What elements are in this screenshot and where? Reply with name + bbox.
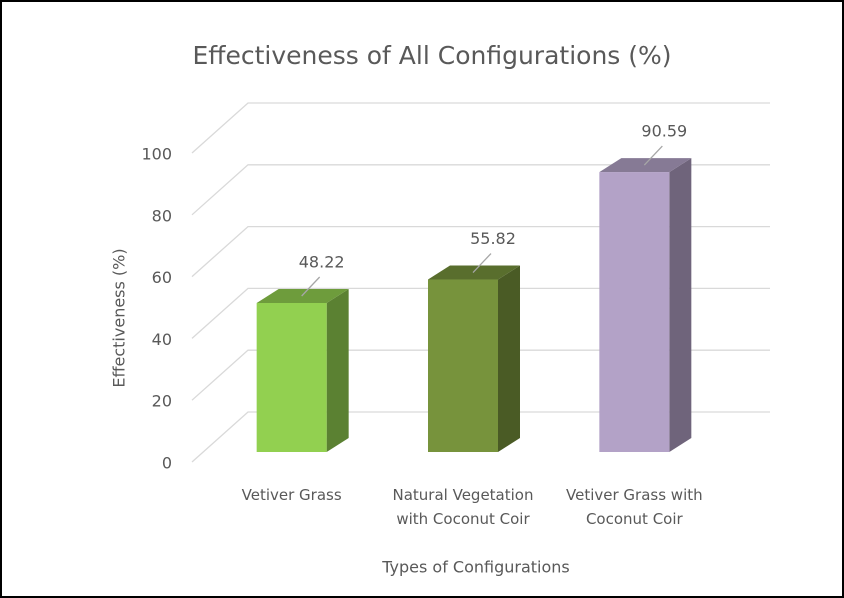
y-axis-title: Effectiveness (%) — [110, 248, 129, 387]
bar-top — [428, 265, 520, 280]
bar-side — [498, 265, 520, 452]
bar-side — [326, 289, 349, 452]
grid-line — [191, 411, 770, 463]
bar-top — [256, 289, 349, 304]
grid-line — [191, 349, 770, 401]
data-label: 55.82 — [470, 229, 516, 248]
grid-line — [191, 164, 770, 216]
bar-top — [599, 158, 692, 173]
leader-line — [643, 145, 663, 166]
x-tick-label: Natural Vegetation with Coconut Coir — [392, 486, 534, 528]
y-tick-label: 0 — [162, 454, 172, 473]
y-tick-label: 100 — [141, 145, 172, 164]
grid-line — [191, 287, 770, 339]
y-tick-label: 60 — [152, 268, 172, 287]
data-label: 90.59 — [641, 122, 687, 141]
grid-line — [191, 225, 770, 278]
y-tick-label: 40 — [152, 330, 172, 349]
grid-line — [191, 102, 770, 154]
bar — [428, 279, 498, 452]
x-tick-label: Vetiver Grass — [241, 486, 342, 504]
x-axis-title: Types of Configurations — [381, 558, 570, 577]
chart-title: Effectiveness of All Configurations (%) — [192, 41, 671, 70]
y-tick-label: 80 — [152, 206, 172, 225]
leader-line — [472, 253, 492, 273]
x-tick-label: Vetiver Grass with Coconut Coir — [566, 486, 703, 528]
bar — [256, 303, 327, 452]
data-label: 48.22 — [299, 253, 345, 272]
bar-side — [669, 158, 692, 452]
leader-line — [301, 276, 321, 297]
y-tick-label: 20 — [152, 392, 172, 411]
bar — [599, 172, 670, 452]
